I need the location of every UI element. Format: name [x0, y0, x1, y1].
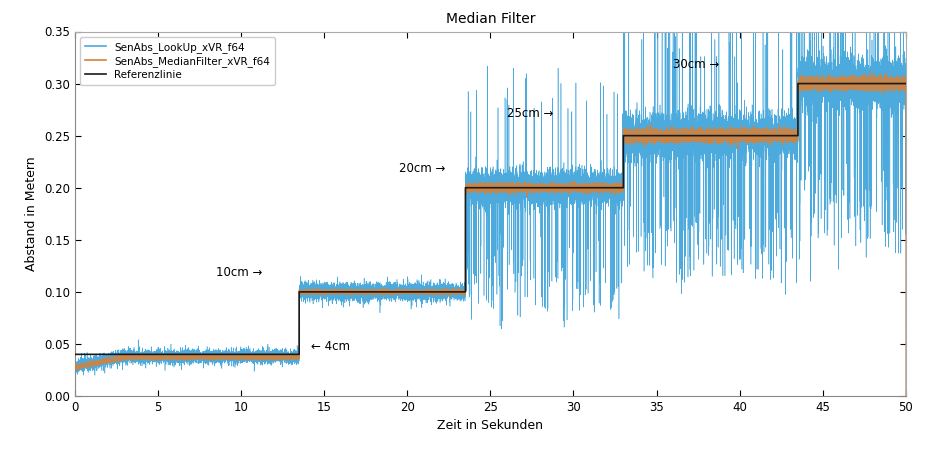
Text: 25cm →: 25cm →	[507, 107, 553, 120]
SenAbs_LookUp_xVR_f64	[900, 393, 912, 399]
SenAbs_MedianFilter_xVR_f64	[528, 186, 539, 191]
Text: ← 4cm: ← 4cm	[311, 340, 350, 353]
Referenzlinie	[493, 185, 504, 190]
SenAbs_LookUp_xVR_f64	[69, 363, 80, 368]
SenAbs_MedianFilter_xVR_f64	[865, 69, 876, 74]
Legend: SenAbs_LookUp_xVR_f64, SenAbs_MedianFilter_xVR_f64, Referenzlinie: SenAbs_LookUp_xVR_f64, SenAbs_MedianFilt…	[80, 37, 276, 85]
Referenzlinie	[69, 351, 80, 357]
Referenzlinie	[900, 81, 912, 86]
Referenzlinie	[75, 351, 86, 357]
SenAbs_LookUp_xVR_f64	[156, 354, 167, 359]
Title: Median Filter: Median Filter	[446, 12, 535, 26]
Text: 30cm →: 30cm →	[673, 58, 719, 71]
Referenzlinie	[792, 81, 803, 86]
SenAbs_MedianFilter_xVR_f64	[900, 393, 912, 399]
SenAbs_MedianFilter_xVR_f64	[156, 356, 167, 361]
Y-axis label: Abstand in Metern: Abstand in Metern	[25, 157, 38, 271]
Referenzlinie	[753, 133, 764, 138]
SenAbs_MedianFilter_xVR_f64	[69, 365, 80, 370]
Text: 20cm →: 20cm →	[399, 162, 446, 175]
Referenzlinie	[528, 185, 539, 190]
X-axis label: Zeit in Sekunden: Zeit in Sekunden	[437, 419, 544, 432]
SenAbs_MedianFilter_xVR_f64	[753, 132, 764, 137]
Referenzlinie	[156, 351, 167, 357]
SenAbs_LookUp_xVR_f64	[528, 201, 539, 206]
SenAbs_LookUp_xVR_f64	[523, 188, 534, 193]
Referenzlinie	[523, 185, 534, 190]
SenAbs_MedianFilter_xVR_f64	[493, 184, 504, 189]
SenAbs_LookUp_xVR_f64	[618, 29, 630, 34]
SenAbs_LookUp_xVR_f64	[753, 125, 764, 130]
SenAbs_LookUp_xVR_f64	[493, 197, 504, 202]
SenAbs_MedianFilter_xVR_f64	[523, 184, 534, 189]
Line: SenAbs_LookUp_xVR_f64: SenAbs_LookUp_xVR_f64	[75, 32, 906, 396]
Text: 10cm →: 10cm →	[216, 266, 262, 279]
Line: SenAbs_MedianFilter_xVR_f64: SenAbs_MedianFilter_xVR_f64	[75, 72, 906, 396]
SenAbs_MedianFilter_xVR_f64	[75, 361, 86, 367]
Line: Referenzlinie: Referenzlinie	[75, 84, 906, 354]
SenAbs_LookUp_xVR_f64	[75, 360, 86, 366]
